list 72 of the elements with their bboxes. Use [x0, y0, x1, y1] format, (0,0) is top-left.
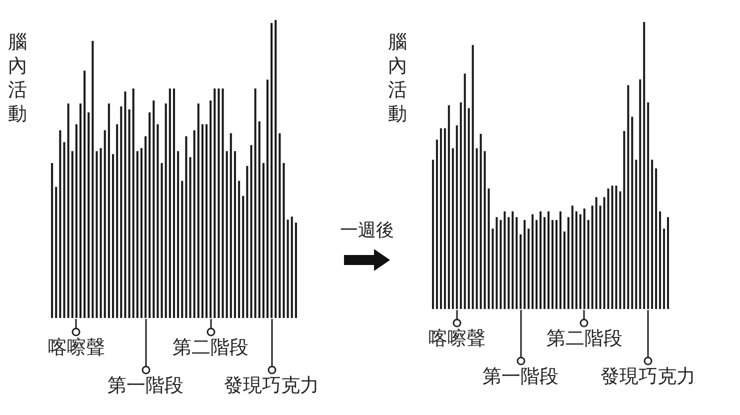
x-tick-label: 發現巧克力 [224, 374, 320, 396]
bar [210, 100, 212, 318]
bar [193, 130, 196, 318]
x-tick-label: 發現巧克力 [600, 365, 696, 388]
bar [282, 163, 285, 318]
bar [250, 145, 252, 318]
bar [51, 163, 54, 318]
bar [270, 22, 273, 318]
x-tick-label: 第一階段 [108, 374, 184, 396]
bar [104, 130, 106, 318]
bar [172, 88, 176, 318]
bar [88, 112, 90, 318]
bar [164, 103, 167, 318]
bar [100, 148, 102, 318]
bar [278, 133, 281, 318]
bar [144, 136, 147, 318]
bar [71, 151, 74, 318]
bar [75, 124, 78, 318]
bar [274, 20, 277, 318]
bar [116, 124, 118, 318]
bar [136, 151, 138, 318]
bar [59, 130, 62, 318]
y-axis-title: 腦內活動 [8, 30, 28, 126]
bar [128, 109, 130, 318]
bar [294, 222, 297, 318]
bar [177, 151, 180, 318]
x-tick-label: 第一階段 [482, 365, 559, 388]
bar [290, 216, 293, 318]
bar [84, 70, 86, 318]
bar [254, 88, 256, 318]
y-axis-title: 腦內活動 [388, 30, 408, 126]
bar [230, 133, 232, 318]
bar [222, 88, 224, 318]
bar [148, 112, 151, 318]
bar [246, 166, 248, 318]
bar [92, 40, 94, 318]
x-tick-label: 喀嚓聲 [48, 336, 105, 358]
bar [79, 103, 82, 318]
bar [168, 88, 171, 318]
bar [152, 100, 155, 318]
bar [181, 180, 184, 318]
bar [124, 92, 126, 318]
bar [96, 151, 98, 318]
bar [156, 124, 159, 318]
bar [286, 220, 289, 318]
bar [234, 151, 236, 318]
bar [226, 151, 228, 318]
bar [160, 163, 163, 318]
x-tick-label: 喀嚓聲 [428, 327, 486, 350]
bar [201, 124, 204, 318]
bar [112, 154, 114, 318]
text: 一週後 [340, 219, 394, 242]
bar [185, 136, 188, 318]
x-tick-label: 第二階段 [546, 327, 622, 350]
bar [258, 121, 260, 318]
bar [140, 148, 142, 318]
bar [262, 163, 264, 318]
x-tick-label: 第二階段 [172, 336, 249, 358]
bar [214, 88, 216, 318]
bar [242, 196, 244, 318]
bar [108, 103, 110, 318]
bar [206, 124, 208, 318]
bar [120, 106, 122, 318]
bar [67, 103, 70, 318]
bar [189, 157, 192, 318]
bar [266, 80, 269, 318]
bar [55, 186, 58, 318]
bar [132, 88, 134, 318]
bar [197, 103, 200, 318]
bar [218, 88, 220, 318]
bar [63, 142, 66, 318]
bar [238, 180, 240, 318]
